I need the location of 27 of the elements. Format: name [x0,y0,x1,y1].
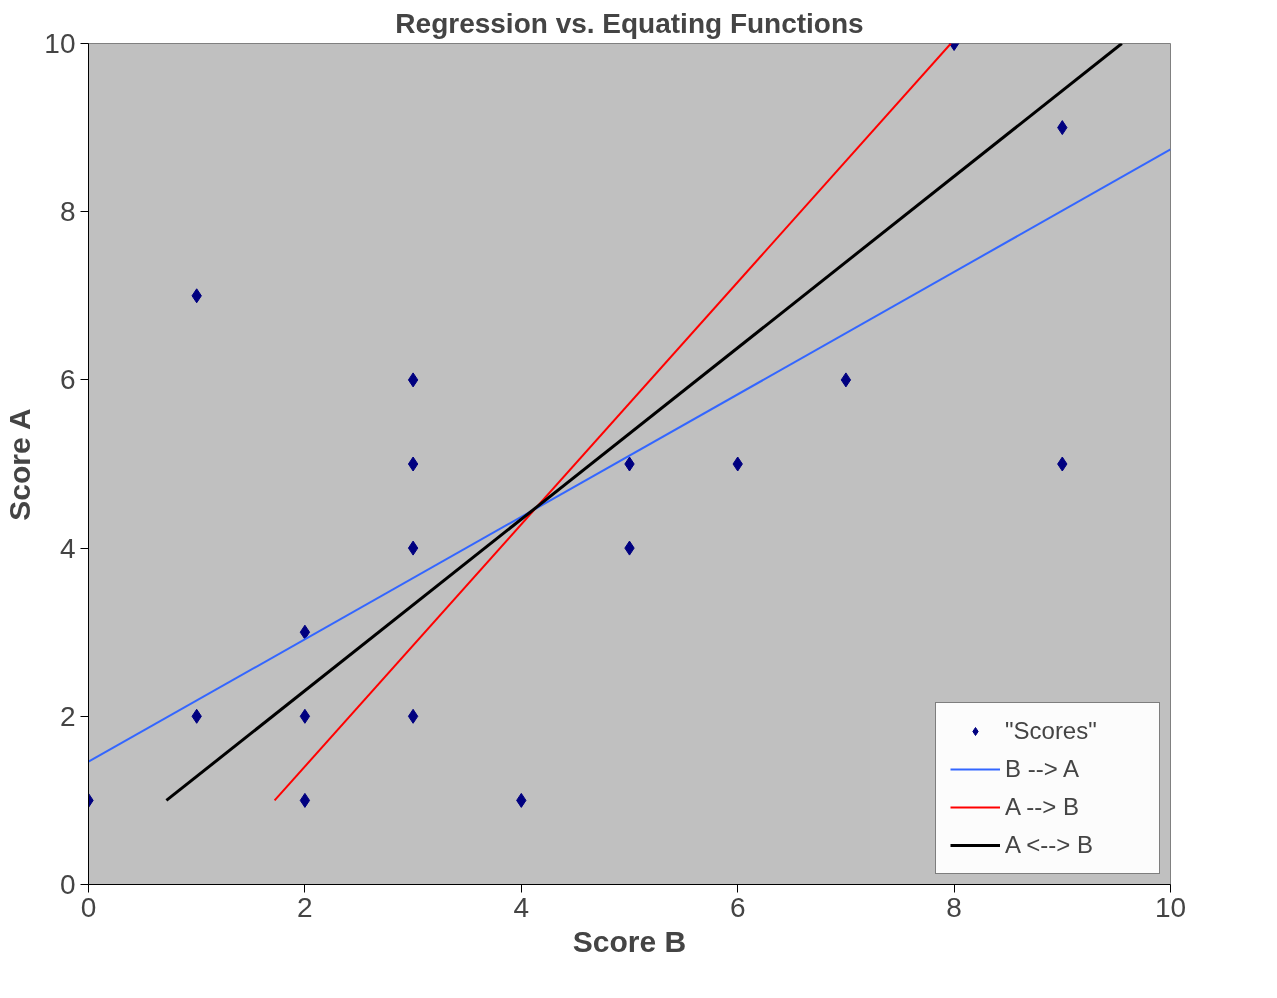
point [299,624,311,640]
chart-title: Regression vs. Equating Functions [395,7,864,39]
y-tick-label: 6 [59,364,76,396]
y-axis-title: Score A [3,408,37,521]
legend-label: A --> B [1005,793,1081,821]
x-tick-label: 8 [946,891,962,923]
y-tick-label: 4 [59,532,76,564]
x-tick-label: 2 [297,891,313,923]
x-tick-label: 0 [80,891,97,923]
y-tick-label: 10 [44,28,76,59]
point [299,708,311,724]
y-tick-label: 2 [59,700,76,732]
y-tick-label: 0 [59,869,76,900]
point [407,456,419,472]
legend-label: A <--> B [1005,831,1095,859]
point [299,792,311,808]
point [407,708,419,724]
legend-label: "Scores" [1005,717,1098,745]
point [840,372,852,388]
x-tick-label: 10 [1154,891,1187,923]
point [407,540,419,556]
x-axis-title: Score B [572,924,687,958]
x-tick-label: 6 [729,891,746,923]
legend-label: B --> A [1005,755,1081,783]
point [407,372,419,388]
x-tick-label: 4 [513,891,530,923]
y-tick-label: 8 [59,196,76,228]
